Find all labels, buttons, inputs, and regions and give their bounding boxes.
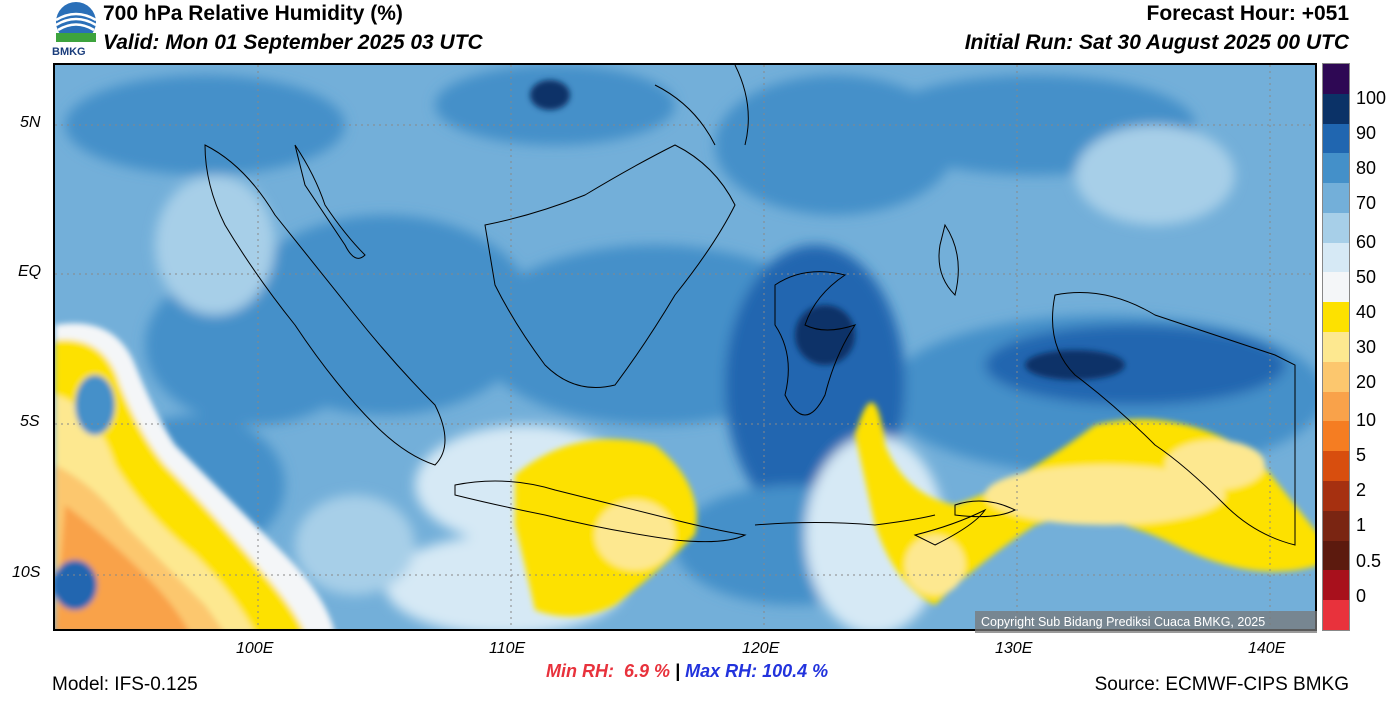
colorbar-segment	[1323, 153, 1349, 184]
chart-title: 700 hPa Relative Humidity (%)	[103, 2, 403, 25]
graticule	[55, 65, 1315, 629]
colorbar-label: 0	[1356, 586, 1367, 606]
lat-label: 10S	[12, 564, 41, 581]
colorbar-label: 60	[1356, 232, 1377, 252]
lon-label: 110E	[489, 640, 526, 657]
colorbar-label: 30	[1356, 337, 1377, 357]
lat-label: 5N	[20, 114, 41, 131]
lon-label: 100E	[236, 640, 274, 657]
colorbar-segment	[1323, 451, 1349, 481]
colorbar-segment	[1323, 212, 1349, 243]
humidity-map	[53, 63, 1317, 631]
colorbar-segment	[1323, 480, 1349, 511]
initial-run: Initial Run: Sat 30 August 2025 00 UTC	[964, 31, 1349, 54]
lon-label: 140E	[1248, 640, 1286, 657]
colorbar-label: 100	[1356, 88, 1387, 108]
colorbar-segment	[1323, 332, 1349, 362]
coastlines	[204, 65, 1296, 546]
model-label: Model: IFS-0.125	[52, 674, 198, 695]
colorbar-segment	[1323, 183, 1349, 213]
colorbar-segment	[1323, 600, 1349, 630]
colorbar-segment	[1323, 421, 1349, 452]
colorbar-segment	[1323, 361, 1349, 392]
colorbar-label: 2	[1356, 480, 1367, 500]
colorbar-segment	[1323, 64, 1349, 94]
colorbar-label: 5	[1356, 445, 1367, 465]
lon-label: 120E	[742, 640, 780, 657]
colorbar-label: 0.5	[1356, 551, 1382, 571]
max-rh-value: 100.4 %	[762, 661, 829, 681]
colorbar-label: 90	[1356, 123, 1377, 143]
min-rh-value: 6.9 %	[624, 661, 671, 681]
colorbar-label: 70	[1356, 193, 1377, 213]
colorbar	[1322, 63, 1350, 631]
min-rh-label: Min RH:	[546, 661, 614, 681]
bmkg-logo-icon	[52, 0, 100, 60]
colorbar-label: 40	[1356, 302, 1377, 322]
colorbar-label: 50	[1356, 267, 1377, 287]
forecast-hour: Forecast Hour: +051	[1146, 2, 1350, 25]
colorbar-segment	[1323, 272, 1349, 303]
max-rh-label: Max RH:	[685, 661, 758, 681]
colorbar-segment	[1323, 123, 1349, 154]
map-canvas	[55, 65, 1315, 629]
stats-separator: |	[675, 661, 681, 681]
colorbar-label: 80	[1356, 158, 1377, 178]
colorbar-segment	[1323, 510, 1349, 541]
source-label: Source: ECMWF-CIPS BMKG	[1094, 674, 1349, 695]
colorbar-segment	[1323, 93, 1349, 124]
colorbar-segment	[1323, 540, 1349, 571]
valid-time: Valid: Mon 01 September 2025 03 UTC	[103, 31, 483, 54]
colorbar-label: 1	[1356, 515, 1367, 535]
copyright-text: Copyright Sub Bidang Prediksi Cuaca BMKG…	[975, 611, 1317, 633]
rh-stats: Min RH: 6.9 % | Max RH: 100.4 %	[546, 661, 828, 682]
colorbar-segment	[1323, 570, 1349, 601]
lat-label: 5S	[20, 413, 40, 430]
lon-label: 130E	[995, 640, 1033, 657]
colorbar-segment	[1323, 391, 1349, 422]
colorbar-label: 20	[1356, 372, 1377, 392]
colorbar-label: 10	[1356, 410, 1377, 430]
logo-text: BMKG	[52, 46, 86, 58]
colorbar-segment	[1323, 242, 1349, 273]
colorbar-segment	[1323, 302, 1349, 333]
lat-label: EQ	[18, 263, 42, 280]
